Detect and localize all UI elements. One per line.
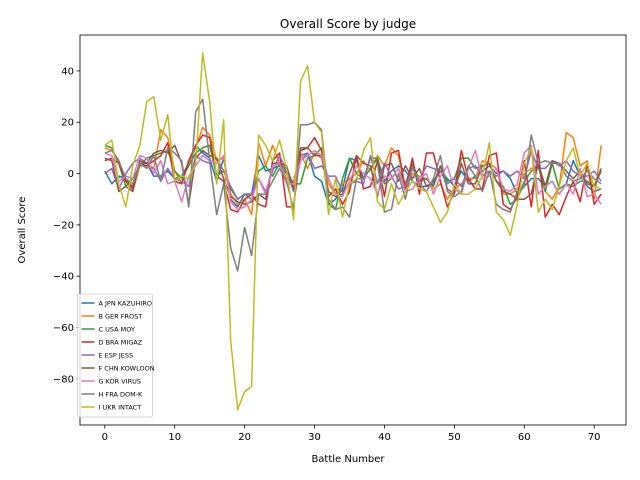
x-tick-label: 60 [518,432,531,443]
y-tick-label: 40 [61,66,74,77]
x-axis-label: Battle Number [311,454,385,465]
legend-label-0: A JPN KAZUHIRO [99,299,153,307]
y-tick-label: −60 [53,323,74,334]
x-tick-label: 0 [102,432,108,443]
chart-title: Overall Score by judge [280,17,416,31]
series-line-4 [104,149,602,200]
series-line-7 [104,98,602,272]
legend-label-6: G KOR VIRUS [99,377,141,385]
x-tick-label: 10 [168,432,181,443]
x-tick-label: 50 [448,432,461,443]
legend-label-8: I UKR INTACT [99,403,142,411]
legend: A JPN KAZUHIRO B GER FROST C USA MOY D BRA … [77,293,155,418]
plot-lines [104,52,602,411]
x-tick-label: 20 [238,432,251,443]
series-line-6 [104,144,602,211]
x-tick-label: 70 [588,432,601,443]
y-tick-label: −40 [53,272,74,283]
x-axis: 0 10 20 30 40 50 60 70 [102,425,601,443]
y-tick-label: 0 [68,169,74,180]
legend-label-1: B GER FROST [99,312,143,320]
y-tick-label: 20 [61,118,74,129]
series-line-8 [104,52,602,411]
legend-label-3: D BRA MIGAZ [99,338,143,346]
legend-label-7: H FRA DOM-K [99,390,144,398]
legend-label-2: C USA MOY [99,325,135,333]
plot-frame [79,34,627,426]
legend-label-4: E ESP JESS [99,351,134,359]
y-axis-label: Overall Score [17,197,28,264]
legend-label-5: F CHN KOWLOON [99,364,155,372]
y-tick-label: −20 [53,220,74,231]
x-tick-label: 30 [308,432,321,443]
x-tick-label: 40 [378,432,391,443]
legend-box [77,293,153,418]
y-tick-label: −80 [53,374,74,385]
